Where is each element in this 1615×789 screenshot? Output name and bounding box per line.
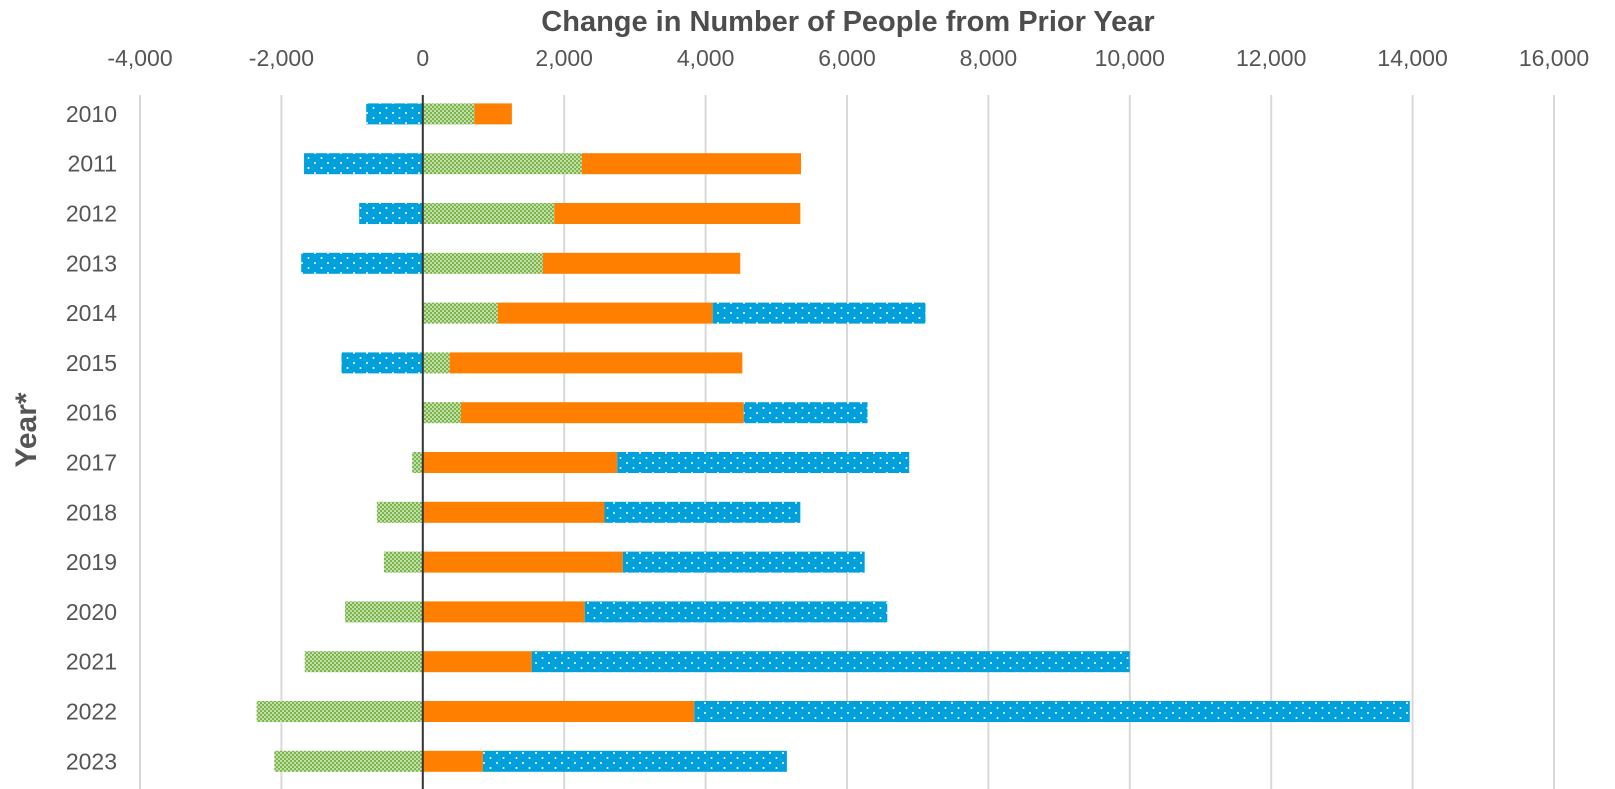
y-tick-label: 2018 [66,499,117,525]
bar-segment-blue [694,701,1410,722]
x-tick-label: 2,000 [535,45,593,71]
bar-segment-orange [422,501,605,523]
bar-segment-green [274,750,423,772]
bar-segment-green [422,302,498,324]
bar-segment-green [422,103,475,125]
y-tick-label: 2020 [66,599,117,625]
y-tick-label: 2012 [66,201,117,227]
x-tick-label: -4,000 [107,45,172,71]
bar-segment-green [383,551,423,573]
y-tick-label: 2010 [66,101,117,127]
bar-segment-green [345,601,423,623]
bar-segment-orange [422,452,618,473]
bar-segment-green [304,651,423,673]
bar-segment-orange [422,551,623,573]
bar-segment-orange [542,252,741,274]
bar-segment-blue [482,750,787,772]
x-tick-label: 8,000 [960,45,1018,71]
bars [256,103,1410,772]
y-tick-label: 2015 [66,350,117,376]
bar-segment-green [422,352,450,374]
bar-segment-blue [622,551,865,573]
bar-segment-orange [422,651,532,673]
bar-segment-orange [554,203,801,224]
bar-segment-green [412,452,423,473]
grid-lines [139,95,1555,789]
y-tick-label: 2013 [66,250,117,276]
y-tick-label: 2019 [66,549,117,575]
bar-segment-orange [422,750,483,772]
y-axis-label: Year* [10,392,43,467]
bar-segment-blue [359,203,423,224]
x-tick-label: 10,000 [1095,45,1165,71]
bar-segment-orange [422,601,585,623]
y-tick-label: 2022 [66,699,117,725]
x-tick-label: 6,000 [818,45,876,71]
bar-segment-blue [743,402,868,424]
bar-segment-blue [712,302,926,324]
x-tick-label: -2,000 [249,45,314,71]
y-tick-label: 2023 [66,748,117,774]
bar-segment-blue [366,103,423,125]
bar-segment-green [376,501,423,523]
y-tick-label: 2021 [66,649,117,675]
x-tick-label: 0 [416,45,429,71]
bar-segment-green [422,402,461,424]
bar-segment-orange [474,103,512,125]
bar-segment-blue [584,601,888,623]
bar-segment-orange [581,153,802,175]
y-tick-label: 2014 [66,300,117,326]
bar-segment-green [422,153,582,175]
y-tick-label: 2017 [66,450,117,476]
bar-segment-blue [304,153,423,175]
x-tick-label: 12,000 [1236,45,1306,71]
bar-segment-green [422,252,543,274]
bar-segment-blue [301,252,423,274]
bar-segment-orange [422,701,695,722]
x-tick-label: 4,000 [677,45,735,71]
bar-segment-orange [497,302,713,324]
chart-title: Change in Number of People from Prior Ye… [541,6,1154,38]
bar-segment-green [256,701,423,722]
bar-segment-blue [604,501,801,523]
y-tick-label: 2016 [66,400,117,426]
x-axis-tick-labels: -4,000 -2,000 0 2,000 4,000 6,000 8,000 10,000 1… [107,45,1589,71]
y-axis-tick-labels: 2010 2011 2012 2013 2014 2015 2016 2017 2018 2019… [66,101,117,774]
bar-segment-blue [617,452,910,473]
bar-segment-orange [460,402,744,424]
x-tick-label: 16,000 [1519,45,1589,71]
bar-segment-orange [449,352,743,374]
y-tick-label: 2011 [68,151,117,177]
bar-segment-green [422,203,555,224]
x-tick-label: 14,000 [1377,45,1447,71]
bar-segment-blue [341,352,423,374]
bar-segment-blue [531,651,1130,673]
